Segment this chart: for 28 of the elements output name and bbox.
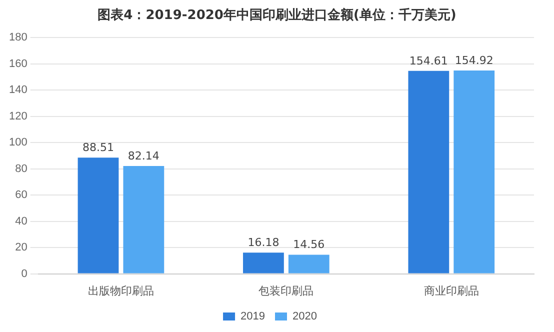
- y-tick-label: 80: [15, 162, 28, 175]
- data-label: 154.61: [409, 54, 448, 68]
- legend-label: 2019: [240, 310, 266, 323]
- y-tick-label: 40: [15, 215, 28, 228]
- x-tick-label: 包装印刷品: [258, 284, 314, 298]
- y-tick-label: 60: [15, 189, 28, 202]
- x-tick-label: 出版物印刷品: [88, 284, 154, 298]
- data-label: 154.92: [454, 54, 494, 67]
- y-tick-label: 120: [8, 110, 28, 122]
- y-tick-label: 140: [8, 84, 28, 96]
- bar: [78, 158, 119, 274]
- legend-label: 2020: [292, 310, 317, 323]
- bar: [454, 70, 495, 274]
- data-label: 16.18: [248, 236, 280, 249]
- x-tick-label: 商业印刷品: [424, 284, 479, 298]
- bar: [123, 166, 164, 274]
- data-label: 82.14: [128, 149, 160, 162]
- y-tick-label: 20: [15, 242, 28, 254]
- chart-title: 图表4：2019-2020年中国印刷业进口金额(单位：千万美元): [96, 6, 458, 24]
- y-tick-label: 180: [8, 32, 28, 44]
- y-tick-label: 160: [8, 58, 28, 70]
- bar: [243, 252, 284, 274]
- y-tick-label: 0: [21, 268, 28, 280]
- bar: [288, 254, 330, 274]
- y-tick-label: 100: [8, 136, 28, 149]
- data-label: 88.51: [82, 141, 114, 154]
- bar: [408, 70, 450, 274]
- data-label: 14.56: [293, 238, 325, 252]
